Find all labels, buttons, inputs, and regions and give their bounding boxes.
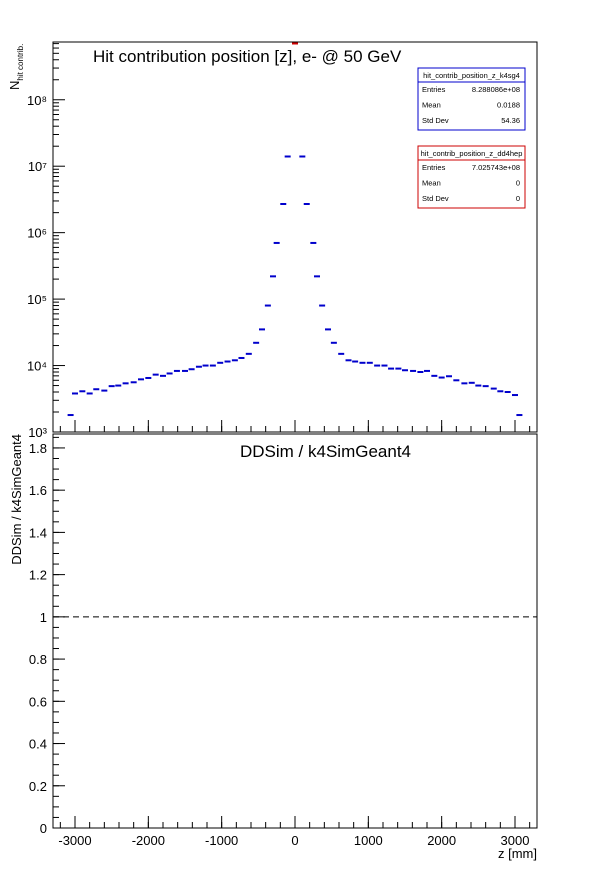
stats-key: Entries [422,163,446,172]
y-tick-label: 10⁵ [27,292,47,307]
stats-box [417,67,526,131]
top-plot-area [67,42,523,417]
y-label-main: N [7,81,22,90]
stats-value: 8.288086e+08 [472,85,520,94]
y-tick-label: 1 [40,610,47,625]
y-tick-label: 0 [40,821,47,836]
y-tick-label: 1.8 [29,441,47,456]
stats-value: 0.0188 [497,101,520,110]
x-tick-label: -1000 [205,833,238,848]
stats-box [417,145,526,209]
x-tick-label: -2000 [132,833,165,848]
y-tick-label: 0.8 [29,652,47,667]
x-tick-label: 0 [291,833,298,848]
top-y-label: Nhit contrib. [7,44,25,90]
top-title: Hit contribution position [z], e- @ 50 G… [93,47,402,66]
x-label: z [mm] [498,846,537,861]
stats-key: Std Dev [422,116,449,125]
bottom-frame [52,433,538,829]
x-tick-label: 2000 [427,833,456,848]
stats-value: 0 [516,194,520,203]
stats-value: 7.025743e+08 [472,163,520,172]
y-tick-label: 10⁴ [27,359,47,374]
stats-key: Mean [422,101,441,110]
stats-key: Mean [422,179,441,188]
stats-title: hit_contrib_position_z_dd4hep [421,149,523,158]
y-tick-label: 0.6 [29,694,47,709]
x-tick-label: -3000 [58,833,91,848]
stats-key: Entries [422,85,446,94]
y-tick-label: 10⁷ [28,159,47,174]
x-tick-label: 3000 [501,833,530,848]
y-tick-label: 0.4 [29,737,47,752]
bottom-title: DDSim / k4SimGeant4 [240,442,411,461]
stats-title: hit_contrib_position_z_k4sg4 [423,71,520,80]
y-tick-label: 0.2 [29,779,47,794]
bottom-y-label: DDSim / k4SimGeant4 [9,434,24,565]
y-tick-label: 10³ [28,425,47,440]
stats-key: Std Dev [422,194,449,203]
y-tick-label: 1.6 [29,483,47,498]
y-tick-label: 1.2 [29,568,47,583]
y-tick-label: 10⁶ [27,226,47,241]
y-tick-label: 1.4 [29,525,47,540]
stats-value: 0 [516,179,520,188]
stats-value: 54.36 [501,116,520,125]
y-label-sub: hit contrib. [16,44,25,81]
x-tick-label: 1000 [354,833,383,848]
y-tick-label: 10⁸ [27,93,47,108]
